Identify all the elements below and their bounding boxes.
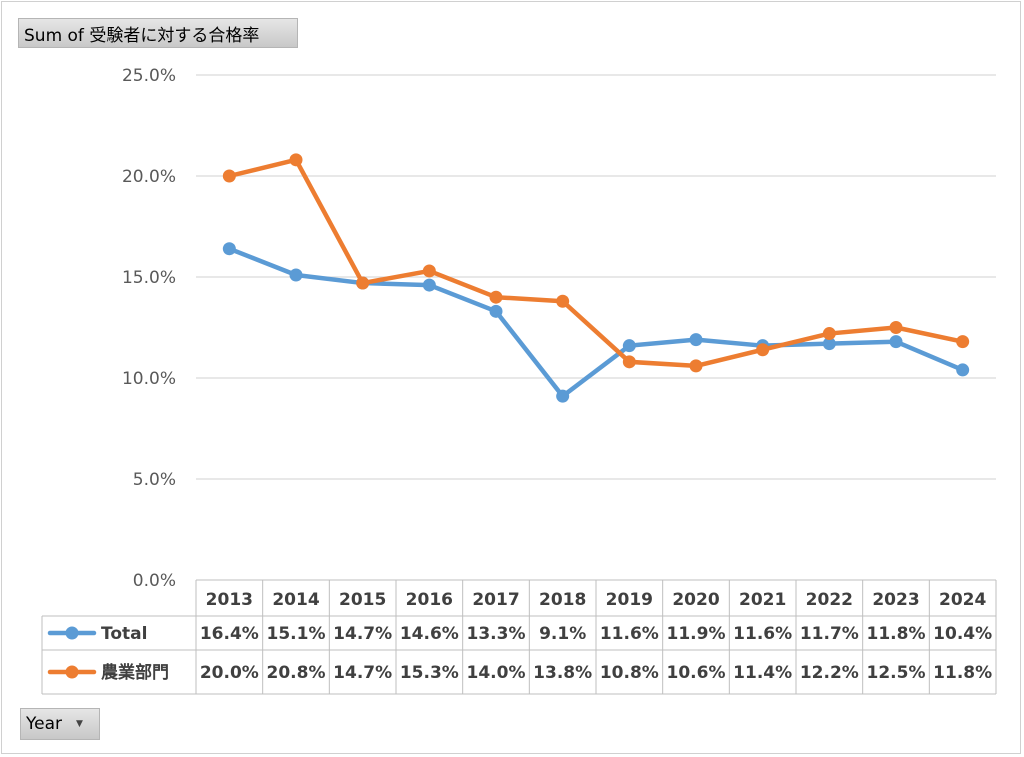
data-label: 11.6% — [600, 624, 659, 644]
data-point — [356, 276, 370, 290]
data-point — [556, 294, 570, 308]
y-tick-label: 20.0% — [122, 167, 176, 187]
data-label: 14.0% — [467, 663, 526, 683]
x-category-label: 2014 — [272, 590, 319, 610]
data-label: 12.2% — [800, 663, 859, 683]
data-label: 11.9% — [667, 624, 726, 644]
data-label: 16.4% — [200, 624, 259, 644]
data-table: 2013 2014 2015 2016 2017 2018 2019 2020 2021 2022… — [41, 579, 997, 695]
data-point — [289, 153, 303, 167]
year-field-button[interactable]: Year ▼ — [20, 708, 100, 740]
series-line-agri — [227, 157, 965, 369]
data-label: 11.7% — [800, 624, 859, 644]
data-point — [956, 335, 970, 349]
data-label: 11.8% — [933, 663, 992, 683]
data-point — [222, 242, 236, 256]
y-tick-label: 10.0% — [122, 369, 176, 389]
data-label: 14.6% — [400, 624, 459, 644]
data-point — [689, 333, 703, 347]
data-point — [222, 169, 236, 183]
series-lines — [222, 153, 970, 403]
data-point — [689, 359, 703, 373]
value-field-button[interactable]: Sum of 受験者に対する合格率 — [18, 18, 298, 48]
legend-entry: Total — [101, 624, 147, 644]
data-label: 9.1% — [539, 624, 586, 644]
data-label: 14.7% — [333, 663, 392, 683]
y-tick-label: 25.0% — [122, 66, 176, 86]
series-line-total — [227, 246, 965, 399]
x-category-label: 2016 — [406, 590, 453, 610]
data-point — [822, 327, 836, 341]
x-category-label: 2020 — [672, 590, 719, 610]
data-point — [889, 335, 903, 349]
data-label: 10.4% — [933, 624, 992, 644]
data-point — [956, 363, 970, 377]
data-point — [889, 321, 903, 334]
data-point — [422, 264, 436, 278]
data-point — [822, 337, 836, 351]
value-field-label: Sum of 受験者に対する合格率 — [24, 25, 260, 46]
data-label: 15.1% — [267, 624, 326, 644]
data-label: 13.8% — [533, 663, 592, 683]
legend-entry: 農業部門 — [101, 662, 169, 683]
year-field-label: Year — [26, 714, 62, 734]
data-point — [622, 355, 636, 369]
legend-key-marker — [65, 626, 79, 640]
x-category-label: 2023 — [872, 590, 919, 610]
data-label: 11.4% — [733, 663, 792, 683]
data-label: 20.0% — [200, 663, 259, 683]
data-label: 11.8% — [867, 624, 926, 644]
data-point — [622, 339, 636, 353]
x-category-label: 2017 — [472, 590, 519, 610]
dropdown-arrow-icon[interactable]: ▼ — [76, 719, 83, 729]
x-category-label: 2013 — [206, 590, 253, 610]
x-category-label: 2024 — [939, 590, 986, 610]
data-label: 20.8% — [267, 663, 326, 683]
data-label: 12.5% — [867, 663, 926, 683]
x-category-label: 2018 — [539, 590, 586, 610]
data-point — [489, 304, 503, 318]
data-point — [289, 268, 303, 282]
data-point — [422, 278, 436, 292]
data-label: 10.8% — [600, 663, 659, 683]
data-point — [756, 343, 770, 357]
data-point — [489, 290, 503, 304]
data-label: 11.6% — [733, 624, 792, 644]
x-category-label: 2015 — [339, 590, 386, 610]
data-label: 10.6% — [667, 663, 726, 683]
y-axis-ticks: 0.0% 5.0% 10.0% 15.0% 20.0% 25.0% — [122, 66, 176, 591]
data-label: 13.3% — [467, 624, 526, 644]
legend-key-marker — [65, 665, 79, 679]
data-label: 15.3% — [400, 663, 459, 683]
x-category-label: 2021 — [739, 590, 786, 610]
y-tick-label: 5.0% — [133, 470, 176, 490]
data-label: 14.7% — [333, 624, 392, 644]
data-point — [556, 389, 570, 403]
y-tick-label: 0.0% — [133, 571, 176, 591]
x-category-label: 2022 — [806, 590, 853, 610]
y-tick-label: 15.0% — [122, 268, 176, 288]
x-category-label: 2019 — [606, 590, 653, 610]
